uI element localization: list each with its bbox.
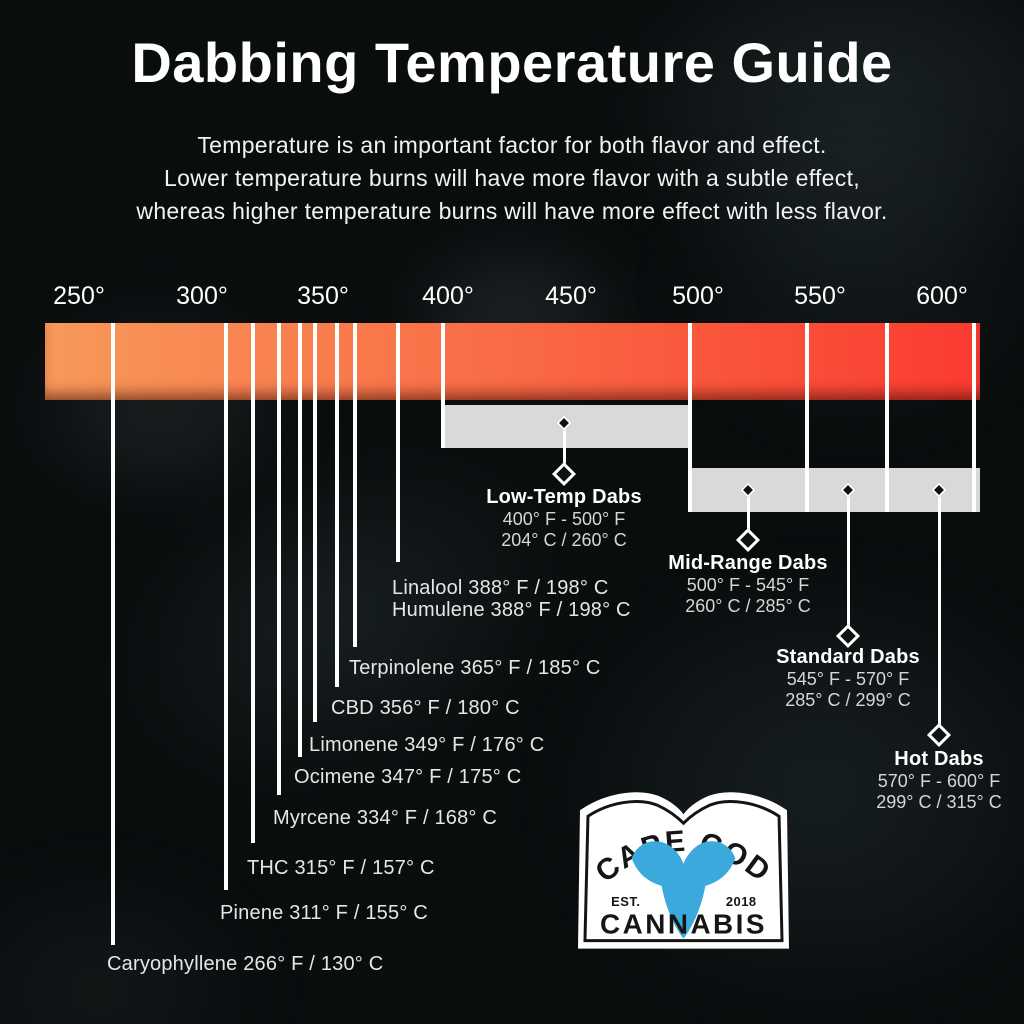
compound-marker-line-cbd [335, 323, 339, 687]
axis-tick-label: 350° [297, 282, 349, 310]
dab-range-label-low-temp-dabs: Low-Temp Dabs 400° F - 500° F 204° C / 260… [486, 486, 642, 551]
dab-range-celsius: 260° C / 285° C [685, 596, 811, 616]
dab-range-label-mid-range-dabs: Mid-Range Dabs 500° F - 545° F 260° C / 28… [668, 552, 827, 617]
compound-marker-line-ocimene [298, 323, 302, 757]
dab-range-title: Mid-Range Dabs [668, 552, 828, 574]
dab-range-label-standard-dabs: Standard Dabs 545° F - 570° F 285° C / 299… [776, 646, 920, 711]
compound-label-terpinolene: Terpinolene 365° F / 185° C [349, 657, 601, 679]
compound-label-myrcene: Myrcene 334° F / 168° C [273, 807, 498, 829]
connector-line-hot-dabs [937, 490, 941, 735]
dab-range-celsius: 299° C / 315° C [876, 792, 1002, 812]
subtitle-line-3: whereas higher temperature burns will ha… [136, 198, 888, 224]
compound-label-thc: THC 315° F / 157° C [247, 857, 435, 879]
axis-tick-label: 400° [422, 282, 474, 310]
compound-label-ocimene: Ocimene 347° F / 175° C [294, 766, 522, 788]
dab-range-title: Standard Dabs [776, 646, 920, 668]
dab-range-fahrenheit: 500° F - 545° F [686, 575, 810, 595]
compound-marker-line-limonene [313, 323, 317, 722]
connector-line-mid-range-dabs [746, 490, 750, 540]
connector-line-standard-dabs [846, 490, 850, 636]
connector-diamond-bottom-mid-range-dabs [735, 527, 761, 553]
logo-est-text: EST. [611, 894, 640, 909]
connector-diamond-bottom-low-temp-dabs [551, 461, 577, 487]
brand-logo: CAPE COD EST. 2018 CANNABIS [578, 786, 789, 952]
connector-diamond-bottom-hot-dabs [926, 722, 952, 748]
compound-marker-line-myrcene [277, 323, 281, 795]
dab-range-title: Low-Temp Dabs [486, 486, 642, 508]
range-boundary-line-500 [688, 323, 692, 512]
compound-label-caryophyllene: Caryophyllene 266° F / 130° C [107, 953, 384, 975]
axis-tick-label: 550° [794, 282, 846, 310]
axis-tick-label: 600° [916, 282, 968, 310]
dab-range-title: Hot Dabs [894, 748, 984, 770]
compound-label-limonene: Limonene 349° F / 176° C [309, 734, 545, 756]
dab-range-label-hot-dabs: Hot Dabs 570° F - 600° F 299° C / 315° C [876, 748, 1001, 813]
whale-tail-icon [631, 841, 736, 939]
range-boundary-line-545 [805, 323, 809, 512]
dab-range-fahrenheit: 570° F - 600° F [877, 771, 1001, 791]
logo-sign-border [583, 800, 784, 943]
compound-marker-line-linalool [396, 323, 400, 562]
dab-range-celsius: 204° C / 260° C [501, 530, 627, 550]
compound-marker-line-terpinolene [353, 323, 357, 647]
logo-bottom-text: CANNABIS [600, 909, 767, 940]
compound-marker-line-caryophyllene [111, 323, 115, 945]
logo-year-text: 2018 [726, 894, 757, 909]
range-boundary-line-570 [885, 323, 889, 512]
connector-diamond-bottom-standard-dabs [835, 623, 861, 649]
temperature-gradient-bar [45, 323, 980, 400]
compound-marker-line-thc [251, 323, 255, 843]
subtitle: Temperature is an important factor for b… [0, 129, 1024, 228]
compound-marker-line-pinene [224, 323, 228, 890]
dab-range-fahrenheit: 400° F - 500° F [502, 509, 626, 529]
compound-label-pinene: Pinene 311° F / 155° C [220, 902, 428, 924]
page-title: Dabbing Temperature Guide [131, 31, 893, 94]
subtitle-line-1: Temperature is an important factor for b… [197, 132, 827, 158]
dab-range-celsius: 285° C / 299° C [785, 690, 911, 710]
compound-label-linalool: Linalool 388° F / 198° C [392, 577, 609, 599]
subtitle-line-2: Lower temperature burns will have more f… [164, 165, 860, 191]
compound-label-cbd: CBD 356° F / 180° C [331, 697, 520, 719]
axis-tick-label: 500° [672, 282, 724, 310]
range-boundary-line-600 [972, 323, 976, 512]
connector-line-low-temp-dabs [562, 423, 566, 474]
axis-tick-label: 450° [545, 282, 597, 310]
dab-range-fahrenheit: 545° F - 570° F [786, 669, 910, 689]
range-boundary-line-400 [441, 323, 445, 448]
axis-tick-label: 300° [176, 282, 228, 310]
compound-label-humulene: Humulene 388° F / 198° C [392, 599, 631, 621]
axis-tick-label: 250° [53, 282, 105, 310]
